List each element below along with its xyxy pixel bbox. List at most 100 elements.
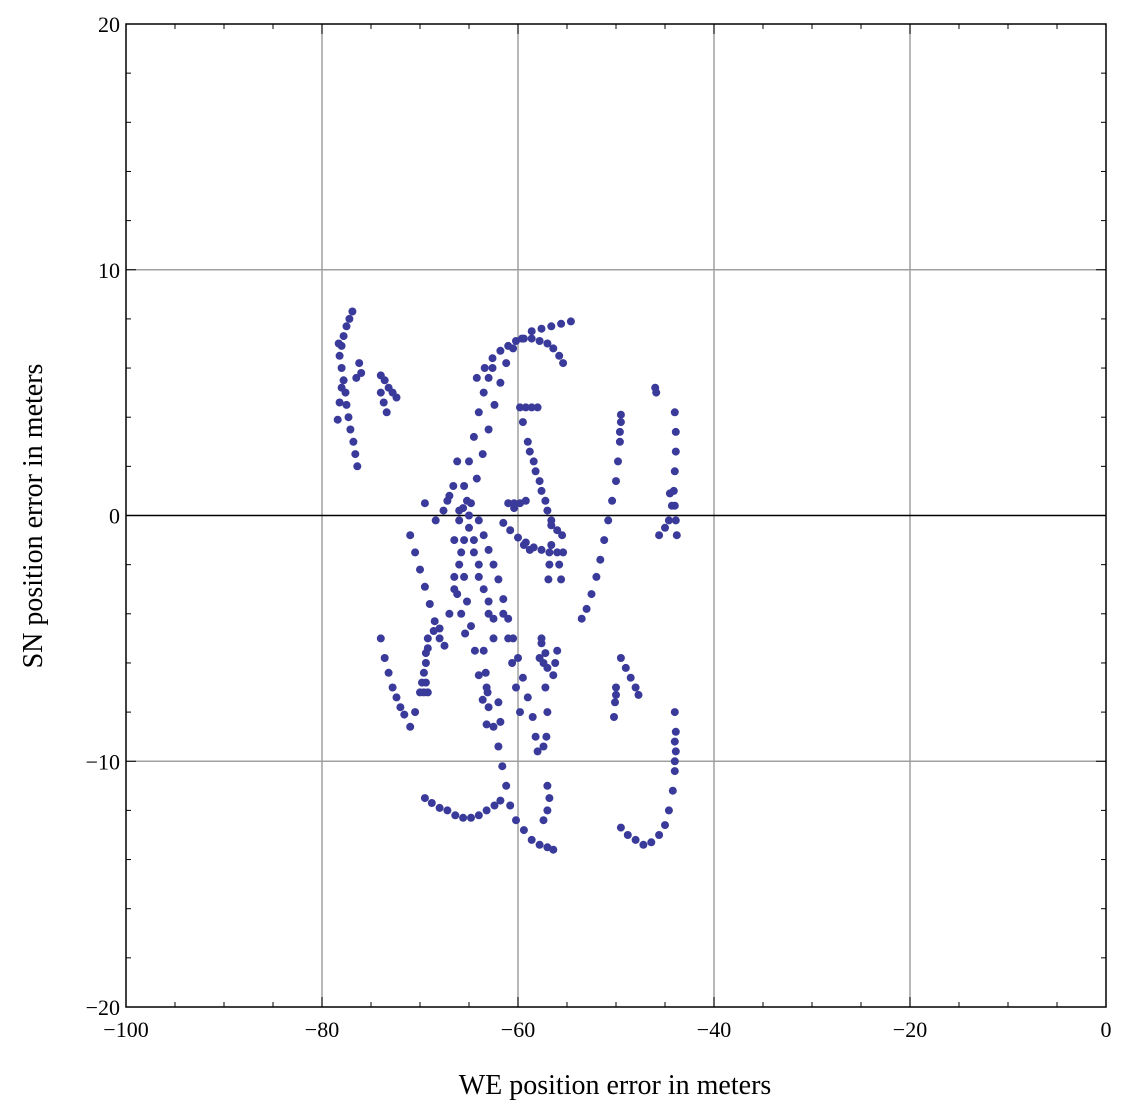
data-point [631, 835, 640, 844]
data-point [457, 548, 466, 557]
axis-ticks [125, 23, 1107, 1008]
y-tick-label: −20 [86, 995, 120, 1020]
data-point [453, 457, 462, 466]
data-point [463, 496, 471, 505]
data-point [670, 408, 679, 417]
data-point [380, 654, 389, 662]
data-point [512, 816, 520, 825]
data-point [411, 548, 420, 557]
data-point [474, 560, 483, 569]
data-point [483, 688, 492, 697]
data-point [668, 786, 677, 795]
data-point [496, 378, 505, 387]
data-point [482, 806, 491, 815]
data-point [545, 560, 554, 569]
data-point [484, 609, 493, 618]
data-point [543, 663, 552, 672]
data-point [337, 341, 346, 350]
data-point [541, 649, 550, 658]
data-point [587, 590, 596, 599]
data-point [514, 533, 522, 542]
data-point [352, 373, 361, 382]
data-point [615, 437, 624, 446]
data-point [421, 678, 430, 687]
data-point [543, 339, 552, 348]
data-point [342, 322, 351, 331]
data-point [537, 545, 546, 554]
data-point [616, 410, 625, 419]
data-point [345, 314, 354, 323]
data-point [337, 383, 346, 392]
data-point [376, 388, 385, 397]
data-point [631, 683, 640, 692]
data-point [420, 499, 429, 508]
data-point [416, 565, 424, 574]
data-point [537, 486, 546, 495]
data-point [488, 364, 497, 372]
data-point [460, 482, 469, 490]
data-point [443, 806, 452, 815]
data-point [655, 531, 664, 540]
data-point [455, 516, 464, 525]
data-point [479, 585, 488, 594]
data-point [420, 582, 429, 591]
data-point [537, 324, 546, 333]
data-point [512, 683, 520, 692]
data-point [547, 322, 556, 331]
data-point [621, 663, 630, 672]
data-point [355, 359, 364, 368]
data-point [547, 521, 556, 530]
data-point [671, 747, 680, 756]
data-point [626, 673, 635, 682]
data-point [661, 523, 669, 532]
data-point [489, 634, 498, 643]
data-point [535, 337, 544, 345]
data-point [396, 703, 405, 712]
data-point [435, 803, 444, 812]
data-point [498, 762, 507, 771]
data-point [509, 344, 518, 353]
data-point [502, 359, 511, 368]
data-point [528, 713, 537, 721]
data-point [339, 376, 348, 385]
data-point [427, 799, 436, 807]
data-point [465, 523, 473, 532]
data-point [504, 634, 513, 643]
data-point [527, 403, 536, 412]
data-point [499, 595, 508, 604]
data-point [481, 668, 490, 677]
data-point [525, 447, 534, 456]
data-point [510, 504, 519, 513]
data-point [541, 683, 550, 692]
data-point [543, 806, 552, 815]
data-point [582, 604, 591, 613]
data-point [616, 418, 625, 427]
data-point [499, 518, 508, 527]
data-point [670, 708, 679, 717]
data-point [490, 400, 499, 409]
data-point [420, 794, 429, 803]
data-point [496, 717, 505, 726]
data-point [652, 388, 661, 397]
data-point [537, 639, 546, 648]
data-point [392, 393, 401, 402]
data-point [670, 501, 679, 510]
x-tick-label: −80 [305, 1017, 339, 1042]
data-point [557, 319, 566, 328]
grid-lines [126, 24, 1106, 1007]
data-point [439, 506, 448, 515]
data-point [539, 742, 548, 751]
x-tick-label: −60 [501, 1017, 535, 1042]
data-point [672, 531, 681, 540]
data-point [406, 722, 415, 731]
data-point [523, 437, 532, 446]
data-point [542, 732, 551, 741]
data-point [478, 450, 487, 459]
data-point [527, 835, 536, 844]
data-point [469, 548, 478, 557]
data-point [555, 351, 564, 360]
data-point [443, 496, 452, 505]
data-point [489, 614, 498, 623]
data-point [496, 796, 505, 805]
data-point [559, 359, 568, 368]
